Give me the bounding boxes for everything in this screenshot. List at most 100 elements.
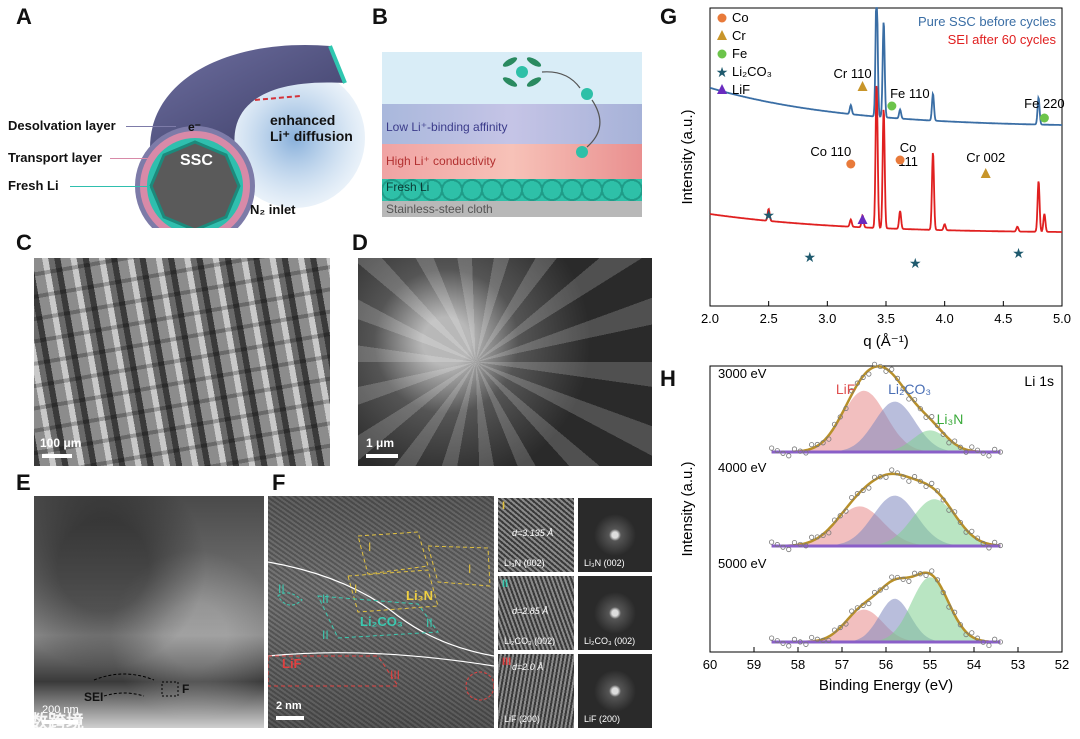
panel-label-g: G bbox=[660, 4, 678, 29]
data-point bbox=[831, 627, 838, 633]
data-point bbox=[900, 474, 906, 480]
marker-li2co3-1: ★ bbox=[762, 207, 775, 223]
peak-annotation-7: Fe 220 bbox=[1024, 96, 1064, 111]
marker-co111 bbox=[895, 155, 905, 165]
transport-layer-label: Transport layer bbox=[8, 150, 102, 165]
scale-bar-f bbox=[276, 716, 304, 720]
legend-label-3: Fe bbox=[732, 46, 747, 61]
data-point bbox=[826, 436, 832, 442]
data-point bbox=[797, 639, 803, 645]
x-tick-label-g: 4.0 bbox=[936, 311, 954, 326]
tube-schematic bbox=[135, 44, 365, 228]
data-point bbox=[871, 361, 878, 367]
peak-annotation-6: Cr 002 bbox=[966, 150, 1005, 165]
data-point bbox=[969, 444, 975, 450]
data-point bbox=[883, 368, 889, 374]
legend-label-1: Co bbox=[732, 10, 749, 25]
data-point bbox=[883, 584, 889, 591]
data-point bbox=[963, 529, 969, 535]
series-line-2 bbox=[709, 85, 1062, 233]
marker-cr110 bbox=[857, 81, 868, 91]
data-point bbox=[969, 528, 975, 534]
desolvation-layer-label: Desolvation layer bbox=[8, 118, 116, 133]
data-point bbox=[774, 638, 780, 644]
data-point bbox=[980, 540, 986, 547]
transport-leader bbox=[110, 158, 150, 159]
data-point bbox=[866, 485, 872, 491]
data-point bbox=[889, 574, 895, 580]
data-point bbox=[837, 513, 843, 519]
legend-marker-3 bbox=[717, 49, 727, 59]
data-point bbox=[986, 545, 992, 551]
scale-bar-e bbox=[42, 720, 78, 724]
stainless-cloth-label: Stainless-steel cloth bbox=[386, 202, 493, 216]
data-point bbox=[877, 587, 883, 593]
inset-hkl-1: Li₃N (002) bbox=[504, 558, 545, 568]
ssc-label: SSC bbox=[180, 152, 213, 169]
marker-fe110 bbox=[887, 101, 897, 111]
data-point bbox=[843, 508, 849, 514]
component-2-3 bbox=[771, 499, 1001, 546]
data-point bbox=[992, 446, 998, 452]
data-point bbox=[917, 571, 923, 577]
scale-bar-c bbox=[42, 454, 72, 458]
region-ii-label-1: II bbox=[278, 582, 285, 596]
data-point bbox=[906, 396, 912, 402]
x-tick-label-h: 55 bbox=[923, 657, 937, 672]
panel-label-h: H bbox=[660, 366, 676, 391]
marker-cr002 bbox=[980, 168, 991, 178]
x-tick-label-h: 57 bbox=[835, 657, 849, 672]
data-point bbox=[912, 474, 918, 480]
data-point bbox=[820, 637, 826, 643]
marker-li2co3-3: ★ bbox=[909, 255, 922, 271]
x-tick-label-g: 4.5 bbox=[994, 311, 1012, 326]
desolvation-leader bbox=[126, 126, 176, 127]
energy-label-2: 4000 eV bbox=[718, 460, 767, 475]
fft-label-3: LiF (200) bbox=[584, 714, 621, 724]
panel-label-d: D bbox=[352, 230, 368, 255]
data-point bbox=[809, 534, 815, 540]
peak-annotation-3: Co 110 bbox=[810, 144, 851, 159]
data-point bbox=[906, 478, 912, 484]
data-point bbox=[889, 467, 895, 473]
data-point bbox=[992, 636, 998, 642]
series-line-1 bbox=[709, 7, 1062, 126]
data-point bbox=[934, 422, 941, 429]
data-point bbox=[997, 639, 1003, 645]
x-tick-label-h: 53 bbox=[1011, 657, 1025, 672]
lattice-inset-2: II d=2.85 Å Li₂CO₃ (002) bbox=[498, 576, 574, 650]
x-tick-label-h: 59 bbox=[747, 657, 761, 672]
data-point bbox=[946, 507, 952, 513]
fft-inset-3: LiF (200) bbox=[578, 654, 652, 728]
scale-label-c: 100 μm bbox=[40, 436, 82, 450]
lif-label: LiF bbox=[282, 656, 302, 671]
inset-d-spacing-3: d=2.0 Å bbox=[512, 662, 544, 672]
data-point bbox=[877, 474, 883, 480]
data-point bbox=[912, 570, 918, 576]
legend-label-5: LiF bbox=[732, 82, 750, 97]
data-point bbox=[929, 568, 935, 574]
data-point bbox=[791, 446, 798, 452]
inset-roman-2: II bbox=[502, 578, 509, 590]
tem-image-overview: SEI F 200 nm bbox=[34, 496, 264, 728]
data-point bbox=[923, 572, 929, 578]
fft-inset-2: Li₂CO₃ (002) bbox=[578, 576, 652, 650]
inset-d-spacing-2: d=2.85 Å bbox=[512, 606, 549, 616]
data-point bbox=[814, 534, 820, 540]
data-point bbox=[894, 375, 901, 381]
legend-marker-2 bbox=[717, 30, 727, 40]
data-point bbox=[952, 509, 958, 515]
data-point bbox=[837, 414, 843, 420]
xps-chart: 60 59 58 57 56 55 54 53 52 Binding Energy (eV) Int… bbox=[679, 361, 1069, 694]
energy-label-3: 5000 eV bbox=[718, 556, 767, 571]
data-point bbox=[894, 470, 901, 476]
region-i-label-1: I bbox=[368, 540, 372, 554]
data-point bbox=[837, 624, 843, 631]
fresh-li-layer-label: Fresh Li bbox=[386, 180, 430, 194]
data-point bbox=[791, 539, 798, 546]
peak-annotation-4: Co bbox=[900, 140, 917, 155]
data-point bbox=[797, 541, 803, 548]
data-point bbox=[906, 578, 912, 584]
peak-annotation-1: Cr 110 bbox=[834, 66, 872, 81]
data-point bbox=[854, 380, 860, 386]
